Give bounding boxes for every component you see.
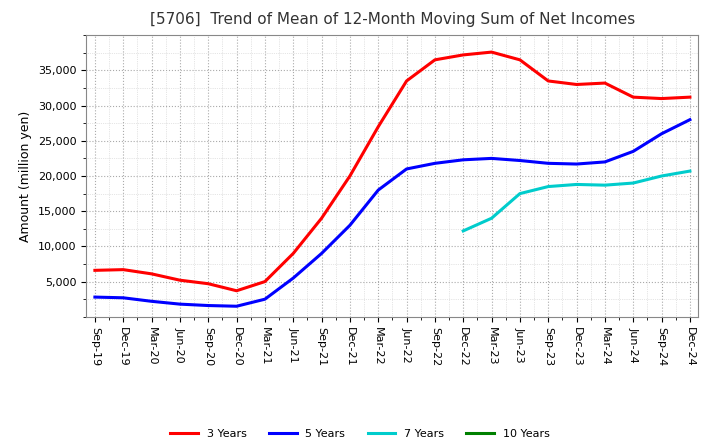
Legend: 3 Years, 5 Years, 7 Years, 10 Years: 3 Years, 5 Years, 7 Years, 10 Years: [166, 424, 554, 440]
5 Years: [629, 149, 637, 154]
5 Years: [148, 299, 156, 304]
3 Years: [374, 124, 382, 129]
5 Years: [544, 161, 552, 166]
5 Years: [459, 157, 467, 162]
5 Years: [487, 156, 496, 161]
3 Years: [289, 251, 297, 256]
3 Years: [629, 95, 637, 100]
5 Years: [685, 117, 694, 122]
7 Years: [544, 184, 552, 189]
3 Years: [148, 271, 156, 276]
5 Years: [261, 297, 269, 302]
3 Years: [657, 96, 666, 101]
5 Years: [572, 161, 581, 167]
3 Years: [516, 57, 524, 62]
3 Years: [431, 57, 439, 62]
3 Years: [119, 267, 127, 272]
5 Years: [176, 301, 184, 307]
3 Years: [544, 78, 552, 84]
7 Years: [572, 182, 581, 187]
3 Years: [346, 173, 354, 179]
5 Years: [516, 158, 524, 163]
3 Years: [204, 281, 212, 286]
3 Years: [572, 82, 581, 87]
7 Years: [685, 169, 694, 174]
Line: 3 Years: 3 Years: [95, 52, 690, 291]
5 Years: [402, 166, 411, 172]
Line: 5 Years: 5 Years: [95, 120, 690, 306]
7 Years: [657, 173, 666, 179]
Line: 7 Years: 7 Years: [463, 171, 690, 231]
5 Years: [119, 295, 127, 301]
3 Years: [91, 268, 99, 273]
5 Years: [431, 161, 439, 166]
7 Years: [600, 183, 609, 188]
5 Years: [374, 187, 382, 193]
5 Years: [318, 251, 326, 256]
3 Years: [402, 78, 411, 84]
3 Years: [459, 52, 467, 58]
Title: [5706]  Trend of Mean of 12-Month Moving Sum of Net Incomes: [5706] Trend of Mean of 12-Month Moving …: [150, 12, 635, 27]
5 Years: [91, 294, 99, 300]
5 Years: [289, 275, 297, 281]
7 Years: [459, 228, 467, 234]
3 Years: [233, 288, 241, 293]
7 Years: [487, 216, 496, 221]
Y-axis label: Amount (million yen): Amount (million yen): [19, 110, 32, 242]
5 Years: [233, 304, 241, 309]
3 Years: [318, 216, 326, 221]
5 Years: [600, 159, 609, 165]
3 Years: [176, 278, 184, 283]
3 Years: [685, 95, 694, 100]
7 Years: [516, 191, 524, 196]
3 Years: [261, 279, 269, 284]
5 Years: [657, 131, 666, 136]
3 Years: [487, 49, 496, 55]
3 Years: [600, 81, 609, 86]
5 Years: [204, 303, 212, 308]
5 Years: [346, 223, 354, 228]
7 Years: [629, 180, 637, 186]
